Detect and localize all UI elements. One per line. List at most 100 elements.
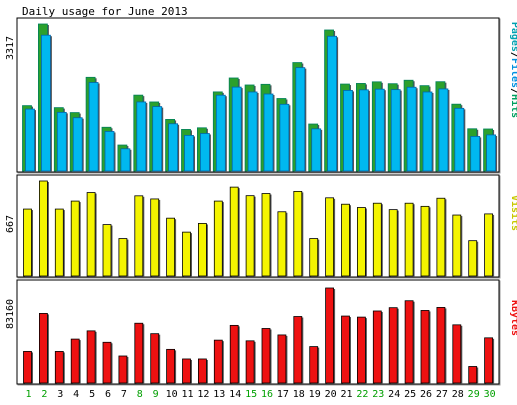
visits-bar-day-27 [436,197,446,277]
hits-panel-legend-part-2: Files [509,58,517,88]
day-label-20: 20 [325,389,337,400]
files-bar-day-7 [120,148,131,172]
files-bar-day-15 [247,91,258,172]
visits-bar-day-20 [325,197,335,277]
day-label-7: 7 [121,389,127,400]
kbytes-panel-legend-text: KBytes [509,300,517,336]
files-bar-day-12 [199,133,210,172]
visits-bar-day-21 [341,203,350,277]
visits-panel-ymax-label: 667 [5,215,16,233]
visits-bar-day-22 [356,207,366,277]
visits-bar-day-15 [245,195,255,277]
day-label-23: 23 [372,389,384,400]
chart-title: Daily usage for June 2013 [22,5,188,18]
files-bar-day-24 [390,89,401,172]
files-bar-day-21 [343,90,353,172]
visits-bar-day-30 [484,213,494,277]
kbytes-panel-legend: KBytes [509,300,517,336]
visits-bar-day-2 [39,180,48,277]
files-bar-day-6 [104,131,115,172]
visits-bar-day-9 [150,198,160,277]
files-bar-day-13 [215,94,226,172]
kbytes-bar-day-21 [341,315,350,384]
kbytes-bar-day-9 [150,333,160,384]
files-bar-day-11 [184,135,194,172]
kbytes-bar-day-2 [39,313,48,384]
visits-bar-day-1 [23,208,32,277]
kbytes-panel-legend-part-0: KBytes [509,300,517,336]
day-label-14: 14 [229,389,241,400]
visits-bar-day-24 [388,209,398,277]
kbytes-bar-day-19 [309,346,319,384]
kbytes-bar-day-27 [436,307,446,384]
day-label-5: 5 [89,389,95,400]
files-bar-day-8 [136,101,147,172]
kbytes-bar-day-1 [23,351,32,384]
kbytes-bar-day-16 [261,328,271,384]
visits-bar-day-4 [70,200,80,277]
files-bar-day-19 [311,128,322,172]
day-label-27: 27 [436,389,448,400]
kbytes-bar-day-28 [452,324,462,384]
files-bar-day-5 [88,82,99,172]
visits-bar-day-26 [420,205,430,277]
visits-bar-day-7 [118,238,128,277]
kbytes-bar-day-17 [277,334,287,384]
files-bar-day-27 [438,88,449,172]
files-bar-day-10 [168,123,179,172]
visits-bar-day-11 [182,231,191,277]
day-label-8: 8 [137,389,143,400]
day-label-10: 10 [166,389,178,400]
day-label-19: 19 [309,389,321,400]
hits-panel-ymax-label: 3317 [5,36,16,60]
hits-panel-legend-part-1: / [509,52,517,58]
day-label-30: 30 [484,389,496,400]
day-label-28: 28 [452,389,464,400]
kbytes-bar-day-12 [197,358,207,384]
day-label-26: 26 [420,389,432,400]
day-labels: 1 2 3 4 5 6 7 8 9 10 11 12 13 14 15 16 17 18 19 20 21 22 23 24 2… [25,389,495,400]
kbytes-bar-day-26 [420,310,430,384]
kbytes-panel-ymax-label: 83160 [5,299,16,329]
kbytes-bar-day-25 [404,300,414,384]
kbytes-bar-day-20 [325,287,335,384]
visits-bar-day-6 [102,224,112,277]
kbytes-bar-day-8 [134,322,144,384]
kbytes-bar-day-6 [102,341,112,384]
visits-bar-day-18 [293,190,303,277]
visits-bar-day-16 [261,193,271,277]
kbytes-bar-day-24 [388,307,398,384]
kbytes-bar-day-10 [166,348,176,384]
kbytes-bar-day-3 [54,351,64,384]
visits-bar-day-29 [468,240,478,277]
day-label-21: 21 [340,389,352,400]
visits-bar-day-23 [372,202,382,277]
day-label-1: 1 [25,389,31,400]
visits-panel-legend: Visits [509,195,517,231]
hits-panel-legend-part-4: Hits [509,94,517,118]
visits-bar-day-5 [86,192,96,277]
visits-panel-legend-text: Visits [509,195,517,231]
visits-bar-day-3 [54,208,64,277]
kbytes-bar-day-11 [182,358,191,384]
day-label-12: 12 [197,389,209,400]
visits-bar-day-13 [213,200,223,277]
hits-panel-legend-part-3: / [509,88,517,94]
kbytes-bar-day-30 [484,337,494,384]
day-label-11: 11 [181,389,193,400]
files-bar-day-14 [231,86,242,172]
day-label-17: 17 [277,389,289,400]
files-bar-day-25 [406,86,417,172]
files-bar-day-17 [279,103,290,172]
files-bar-day-9 [152,106,163,172]
visits-bar-day-10 [166,217,176,277]
day-label-15: 15 [245,389,257,400]
day-label-4: 4 [73,389,79,400]
files-bar-day-1 [25,108,35,172]
day-label-3: 3 [57,389,63,400]
visits-bar-day-12 [197,223,207,277]
kbytes-bar-day-22 [356,316,366,384]
visits-bar-day-8 [134,195,144,277]
files-bar-day-23 [374,88,385,172]
day-label-24: 24 [388,389,400,400]
